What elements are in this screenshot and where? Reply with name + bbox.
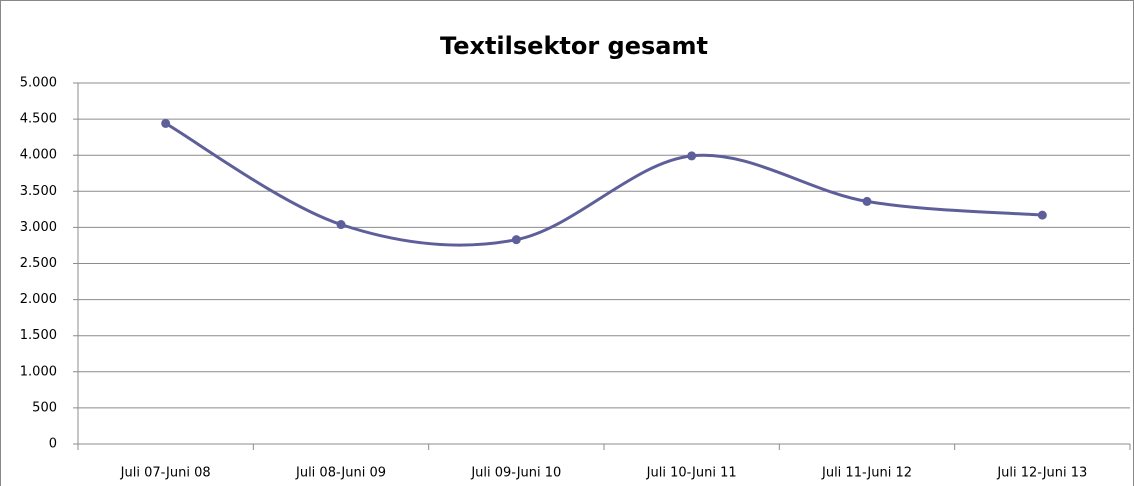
- y-tick-label: 3.500: [20, 184, 57, 199]
- y-tick-label: 0: [49, 437, 57, 452]
- y-tick-label: 2.500: [20, 256, 57, 271]
- point: [862, 196, 872, 206]
- y-tick-label: 1.000: [20, 364, 57, 379]
- x-tick-label: Juli 12-Juni 13: [996, 466, 1087, 481]
- series-line: [164, 122, 1043, 247]
- point: [687, 151, 697, 161]
- y-tick-label: 2.000: [20, 292, 57, 307]
- x-tick-label: Juli 10-Juni 11: [646, 466, 737, 481]
- point: [511, 235, 521, 245]
- point: [336, 220, 346, 230]
- point: [161, 118, 171, 128]
- x-tick-label: Juli 11-Juni 12: [821, 466, 912, 481]
- x-tick-label: Juli 07-Juni 08: [120, 466, 211, 481]
- y-tick-label: 4.000: [20, 148, 57, 163]
- y-tick-label: 1.500: [20, 328, 57, 343]
- y-tick-label: 5.000: [20, 76, 57, 91]
- point: [1037, 210, 1047, 220]
- y-tick-label: 4.500: [20, 112, 57, 127]
- chart-title: Textilsektor gesamt: [440, 32, 708, 60]
- x-tick-label: Juli 09-Juni 10: [470, 466, 561, 481]
- y-tick-label: 3.000: [20, 220, 57, 235]
- y-tick-label: 500: [32, 400, 57, 415]
- x-tick-label: Juli 08-Juni 09: [295, 466, 386, 481]
